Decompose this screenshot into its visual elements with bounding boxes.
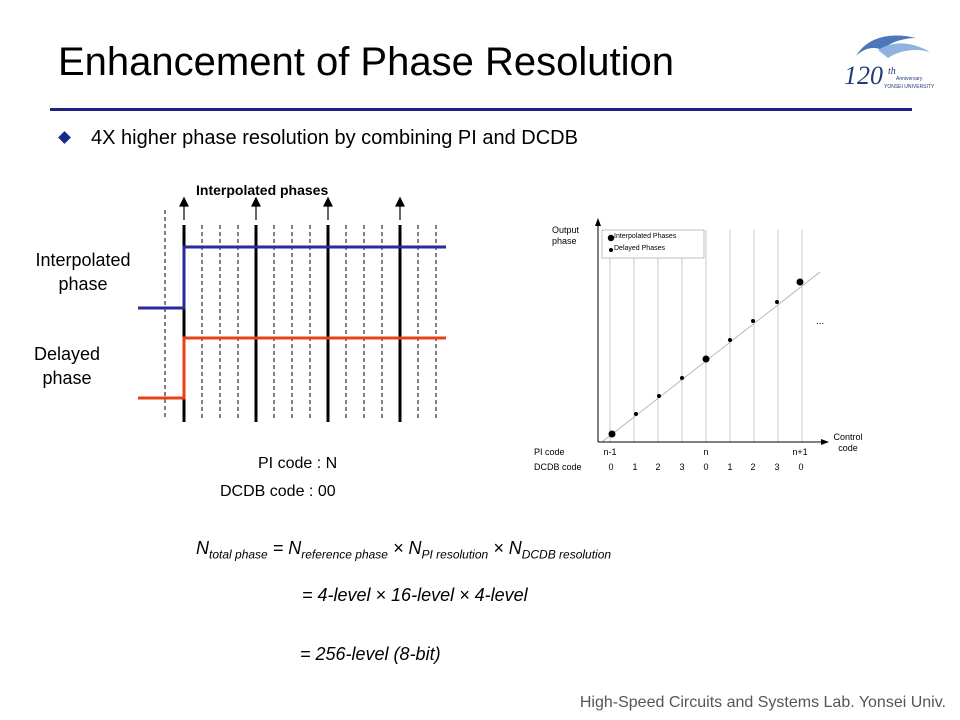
pi-tick: n [703, 447, 709, 457]
graph-vertical-gridlines [609, 230, 803, 442]
interpolated-phase-arrows [179, 196, 405, 220]
eq-times-1: × [387, 538, 409, 558]
dcdb-tick: 1 [632, 462, 638, 472]
eq-equals: = [267, 538, 289, 558]
interpolated-phases-label: Interpolated phases [196, 182, 329, 198]
graph-x-axis-label: Control code [833, 432, 863, 453]
dcdb-tick: 0 [608, 462, 614, 472]
dcdb-tick: 3 [774, 462, 780, 472]
dcdb-tick: 0 [703, 462, 709, 472]
delayed-phase-label: Delayed phase [33, 344, 101, 388]
dcdb-tick: 2 [750, 462, 756, 472]
bullet-text: 4X higher phase resolution by combining … [91, 127, 578, 149]
svg-text:th: th [888, 66, 896, 77]
pi-code-label: PI code : N [258, 455, 338, 472]
graph-dcdb-code-label: DCDB code [534, 462, 582, 472]
eq-t3-sub: DCDB resolution [521, 547, 612, 562]
graph-legend-box [601, 229, 705, 259]
legend-delayed: Delayed Phases [614, 245, 665, 252]
dashed-grid-lines [164, 210, 437, 420]
graph-ellipsis: ... [816, 316, 825, 327]
bullet-point: 4X higher phase resolution by combining … [58, 127, 578, 150]
phase-graph [595, 218, 829, 445]
eq-times-2: × [488, 538, 509, 558]
equation-line-1: Ntotal phase = Nreference phase × NPI re… [196, 538, 611, 562]
interpolated-phase-label: Interpolated phase [35, 250, 131, 294]
yonsei-anniversary-logo: 120 th Anniversary YONSEI UNIVERSITY [844, 35, 935, 90]
data-points [608, 278, 804, 438]
eq-t2-sub: PI resolution [421, 547, 489, 562]
equation-line-2: = 4-level × 16-level × 4-level [302, 585, 528, 605]
interpolated-phase-waveform [138, 245, 446, 310]
dcdb-code-label: DCDB code : 00 [220, 483, 336, 500]
pi-tick: n+1 [792, 447, 808, 457]
title-divider [50, 108, 912, 111]
eq-t3-n: N [508, 538, 522, 558]
eq-t1-sub: reference phase [301, 547, 388, 562]
dcdb-tick: 3 [679, 462, 685, 472]
svg-text:120: 120 [844, 61, 883, 90]
legend-interpolated: Interpolated Phases [614, 233, 677, 240]
slide-title: Enhancement of Phase Resolution [58, 40, 674, 84]
graph-trend-line [601, 271, 821, 443]
pi-tick: n-1 [603, 447, 617, 457]
footer-lab-name: High-Speed Circuits and Systems Lab. Yon… [579, 694, 946, 711]
dcdb-tick: 2 [655, 462, 661, 472]
svg-text:Anniversary: Anniversary [896, 76, 923, 82]
equation-line-3: = 256-level (8-bit) [300, 644, 441, 664]
dcdb-tick: 0 [798, 462, 804, 472]
eq-t2-n: N [408, 538, 422, 558]
graph-y-axis-label: Output phase [552, 225, 580, 246]
dcdb-tick: 1 [727, 462, 733, 472]
eq-t1-n: N [288, 538, 302, 558]
graph-pi-code-label: PI code [534, 447, 565, 457]
delayed-phase-waveform [138, 336, 446, 400]
svg-text:YONSEI UNIVERSITY: YONSEI UNIVERSITY [884, 84, 935, 90]
eq-lhs-n: N [196, 538, 209, 558]
eq-lhs-sub: total phase [209, 547, 268, 562]
